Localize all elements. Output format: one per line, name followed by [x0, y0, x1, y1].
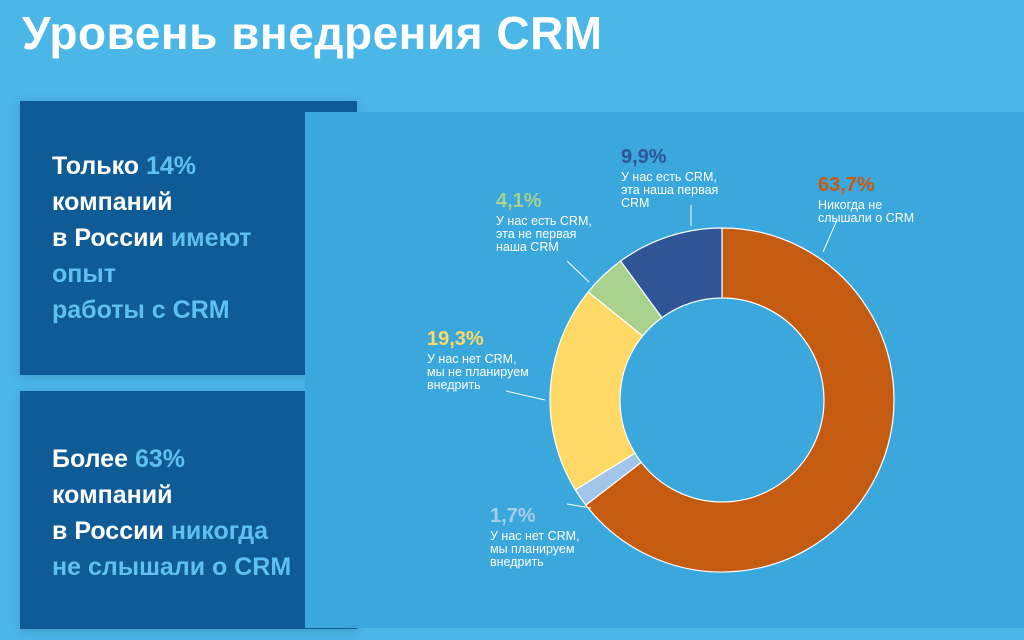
box2-line1b: 63%	[134, 445, 185, 473]
info-box-never-heard: Более 63% компаний в России никогда не с…	[20, 391, 357, 629]
slice-desc-label-2-0: У нас нет CRM,	[427, 352, 517, 366]
slice-percent-label-0: 63,7%	[818, 174, 875, 196]
box2-line3b: никогда	[170, 517, 268, 545]
box1-line1b: 14%	[146, 152, 197, 180]
box1-line1a: Только	[52, 152, 146, 180]
box1-line5: работы с CRM	[52, 296, 230, 324]
slice-percent-label-3: 4,1%	[496, 190, 542, 212]
box2-line2: компаний	[52, 481, 173, 509]
box2-line1a: Более	[52, 445, 135, 473]
slice-desc-label-3-1: эта не первая	[496, 227, 576, 241]
donut-slice-4	[619, 227, 723, 319]
leader-line-1	[566, 503, 592, 509]
box2-line4: не слышали о CRM	[52, 553, 292, 581]
box1-line2: компаний	[52, 188, 173, 216]
slice-desc-label-1-1: мы планируем	[490, 542, 574, 556]
slice-desc-label-0-1: слышали о CRM	[818, 211, 914, 225]
box1-line3b: имеют	[170, 224, 252, 252]
slice-desc-label-3-2: наша CRM	[496, 240, 559, 254]
box1-line3a: в России	[52, 224, 171, 252]
slice-desc-label-4-2: CRM	[621, 196, 649, 210]
slice-desc-label-2-1: мы не планируем	[427, 365, 529, 379]
leader-line-3	[566, 260, 590, 283]
slice-desc-label-1-0: У нас нет CRM,	[490, 529, 580, 543]
leader-line-2	[505, 390, 546, 401]
box1-line4: опыт	[52, 260, 116, 288]
info-box-experience-text: Только 14% компаний в России имеют опыт …	[52, 148, 252, 328]
info-box-experience: Только 14% компаний в России имеют опыт …	[20, 101, 357, 375]
slice-desc-label-4-1: эта наша первая	[621, 183, 718, 197]
chart-panel: 63,7% Никогда не слышали о CRM 1,7% У нас не…	[305, 112, 1024, 628]
slice-desc-label-4-0: У нас есть CRM,	[621, 170, 717, 184]
slice-desc-label-0-0: Никогда не	[818, 198, 882, 212]
slice-desc-label-2-2: внедрить	[427, 378, 481, 392]
page-title: Уровень внедрения CRM	[22, 7, 603, 59]
slice-desc-label-3-0: У нас есть CRM,	[496, 214, 592, 228]
slice-percent-label-1: 1,7%	[490, 505, 536, 527]
slice-desc-label-1-2: внедрить	[490, 555, 544, 569]
slice-percent-label-4: 9,9%	[621, 146, 667, 168]
info-box-never-heard-text: Более 63% компаний в России никогда не с…	[52, 441, 291, 585]
box2-line3a: в России	[52, 517, 171, 545]
donut-slice-2	[549, 291, 644, 491]
donut-slice-0	[584, 227, 895, 573]
leader-line-0	[822, 219, 838, 253]
slice-percent-label-2: 19,3%	[427, 328, 484, 350]
